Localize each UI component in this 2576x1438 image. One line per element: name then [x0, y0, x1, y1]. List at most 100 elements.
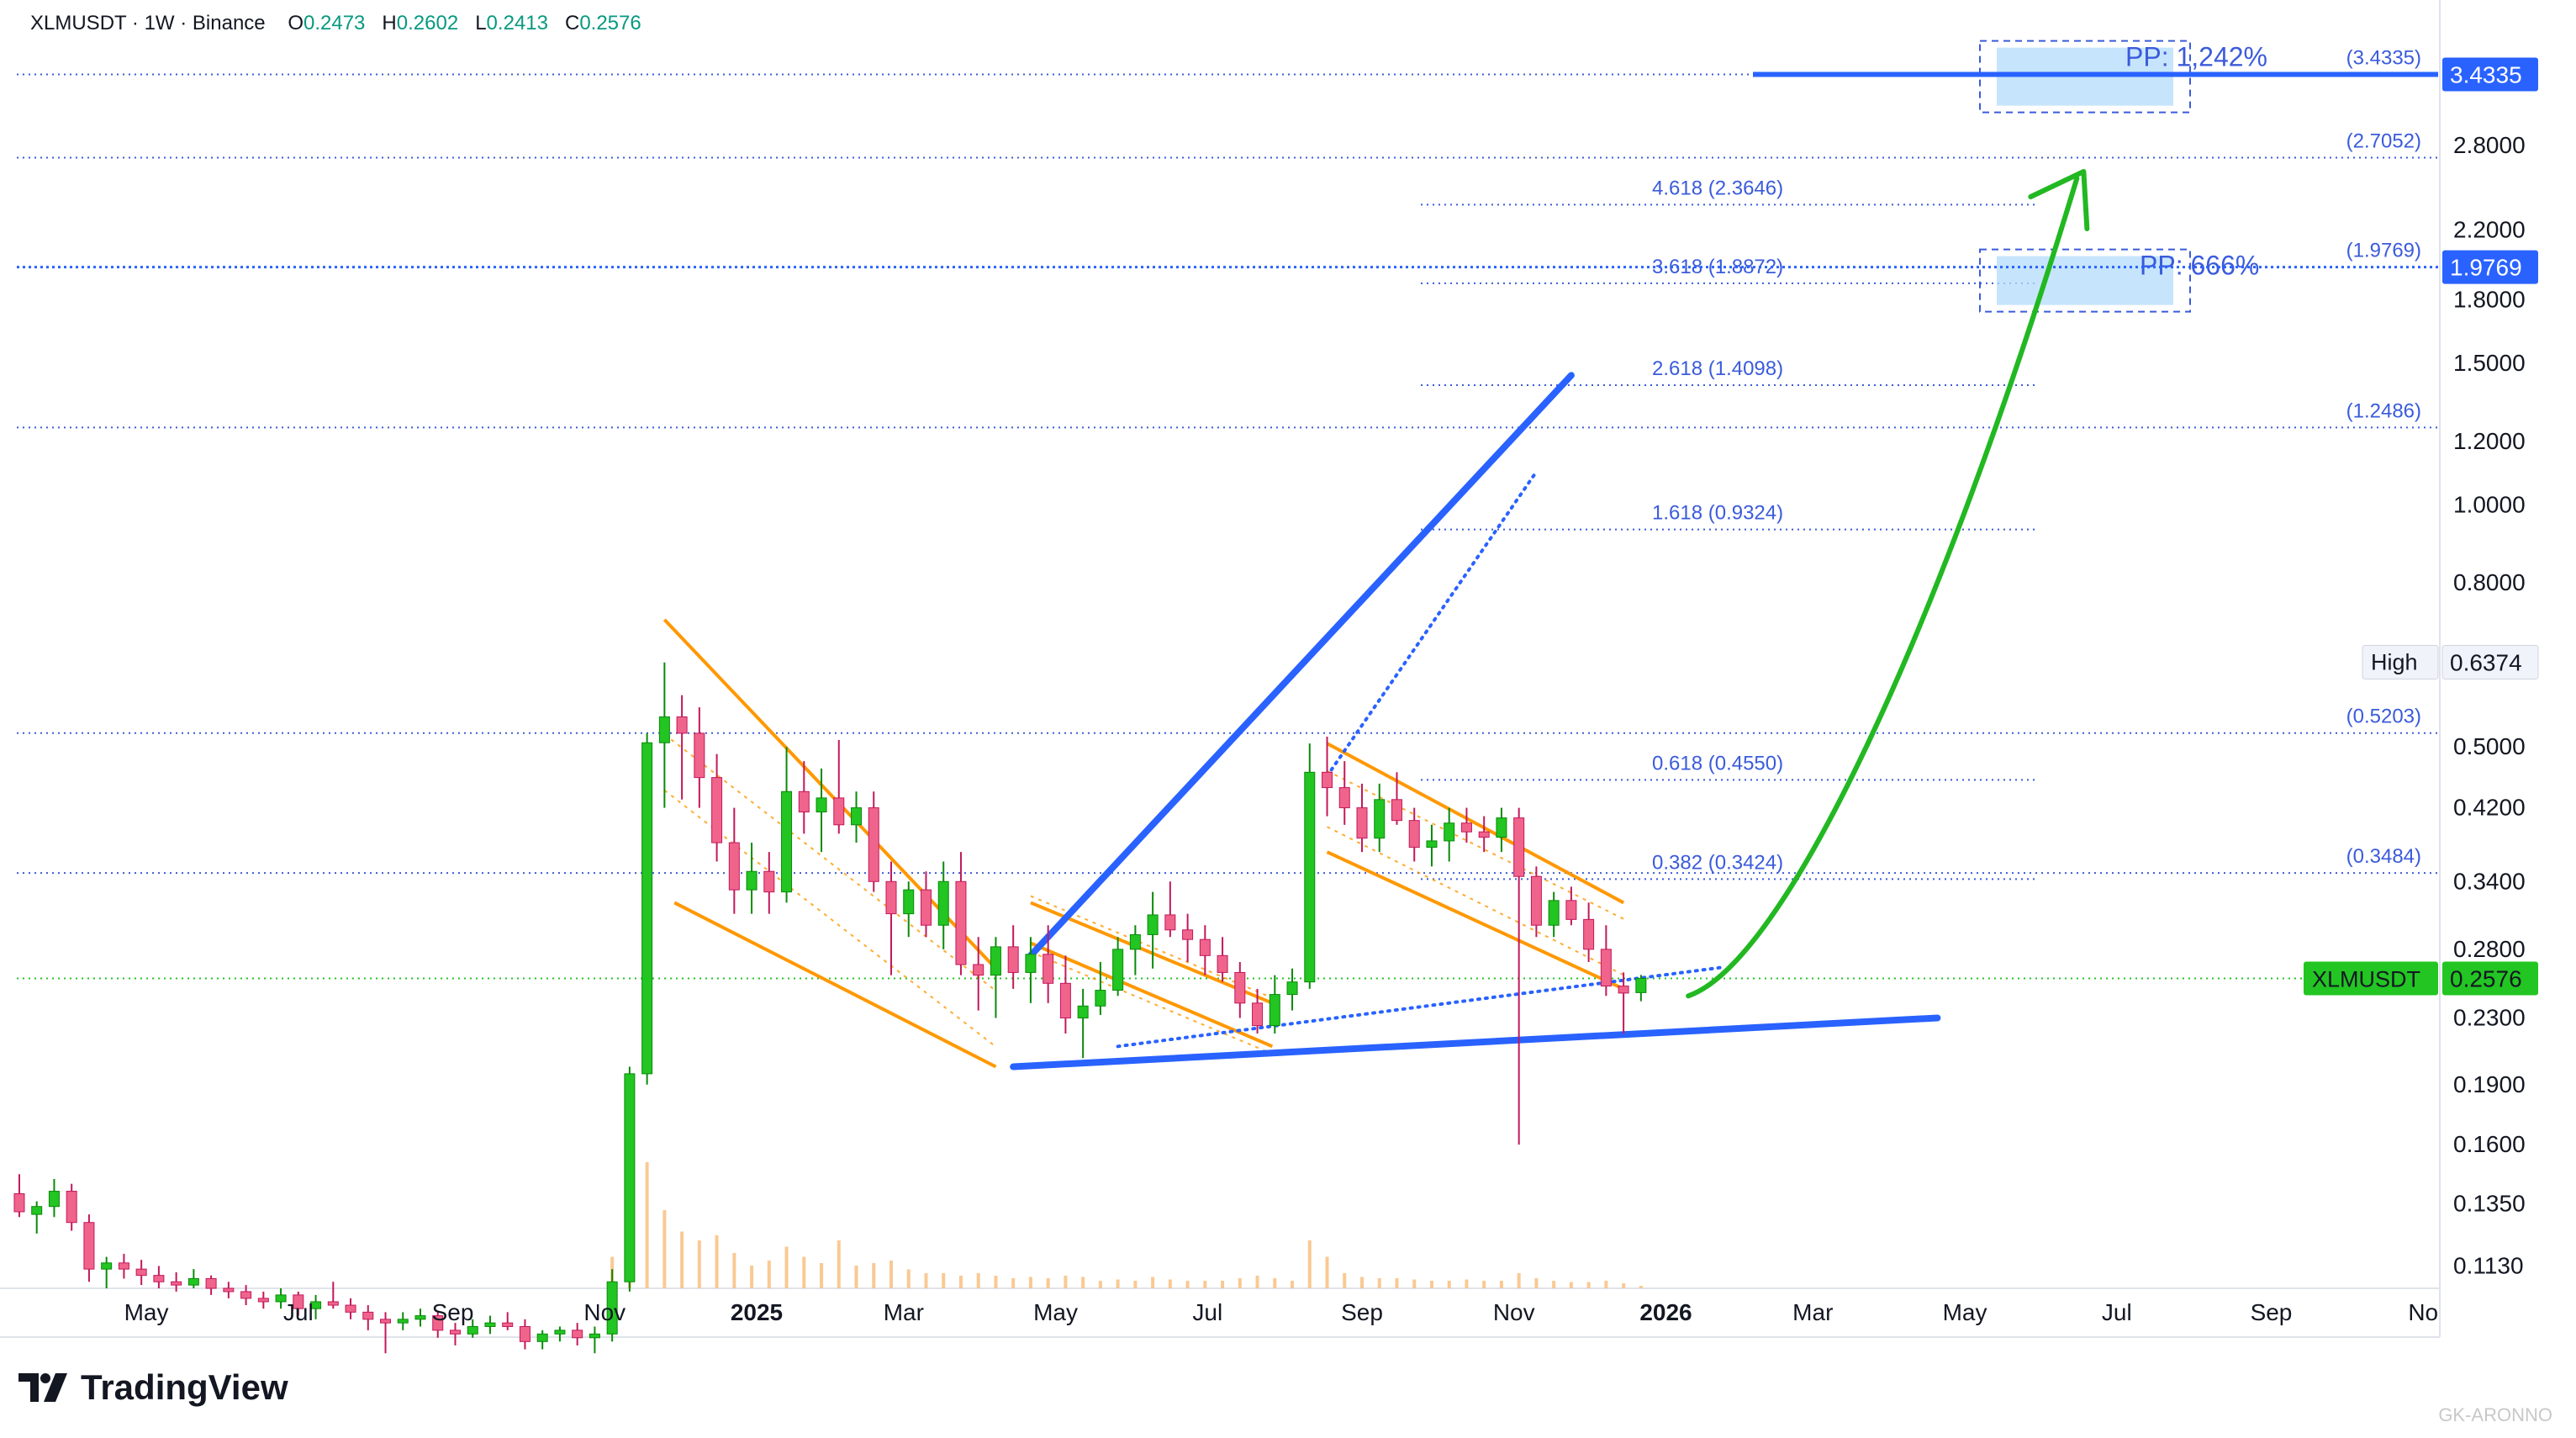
- open-value: 0.2473: [304, 12, 366, 34]
- low-value: 0.2413: [486, 12, 548, 34]
- x-tick-label: Mar: [884, 1299, 924, 1325]
- candle-body: [1077, 1005, 1089, 1018]
- candle-body: [1269, 994, 1280, 1027]
- candle-body: [1408, 820, 1420, 849]
- x-tick-label: 2025: [731, 1299, 783, 1325]
- x-tick-label: Jul: [2102, 1299, 2132, 1325]
- volume-bar: [958, 1276, 963, 1288]
- volume-bar: [889, 1261, 893, 1288]
- candle-body: [920, 889, 932, 926]
- candle-body: [1129, 933, 1141, 950]
- candle-body: [257, 1298, 269, 1303]
- volume-bar: [645, 1162, 649, 1288]
- volume-bar: [1238, 1278, 1242, 1288]
- y-tick-label: 0.1350: [2453, 1191, 2526, 1217]
- candle-body: [728, 842, 740, 891]
- volume-bar: [924, 1273, 928, 1288]
- candle-body: [223, 1287, 235, 1293]
- candle-body: [711, 777, 723, 843]
- high-tag-label-bg: [2362, 644, 2439, 679]
- target-label: PP: 1,242%: [2125, 42, 2267, 72]
- volume-bar: [750, 1266, 754, 1288]
- candle-body: [362, 1311, 374, 1320]
- candle-body: [1513, 817, 1525, 877]
- x-tick-label: 2026: [1639, 1299, 1692, 1325]
- candle-body: [1460, 822, 1472, 833]
- candle-body: [1478, 831, 1490, 838]
- x-tick-label: No: [2408, 1299, 2438, 1325]
- x-tick-label: Sep: [432, 1299, 474, 1325]
- price-level-label: (3.4335): [2346, 47, 2421, 70]
- volume-bar: [1291, 1281, 1295, 1288]
- candle-body: [171, 1281, 182, 1286]
- volume-bar: [1639, 1286, 1643, 1288]
- candle-body: [781, 790, 793, 893]
- axis-tag-bg: [2442, 57, 2538, 92]
- candle-body: [1548, 900, 1560, 926]
- candle-body: [101, 1262, 113, 1270]
- price-level-label: (0.5203): [2346, 706, 2421, 728]
- candle-body: [1304, 771, 1316, 983]
- volume-bar: [1011, 1278, 1016, 1288]
- x-tick-label: May: [1943, 1299, 1987, 1325]
- volume-bar: [820, 1263, 824, 1288]
- volume-bar: [872, 1263, 876, 1288]
- channel-lower-line: [1030, 941, 1274, 1049]
- candle-body: [205, 1277, 217, 1289]
- candle-body: [554, 1330, 566, 1335]
- candle-body: [937, 880, 949, 926]
- volume-bar: [784, 1246, 789, 1288]
- y-tick-label: 0.2300: [2453, 1004, 2526, 1030]
- candle-body: [955, 880, 967, 965]
- candle-body: [1112, 949, 1124, 991]
- y-tick-label: 1.2000: [2453, 428, 2526, 454]
- candle-body: [694, 732, 705, 779]
- candle-body: [484, 1322, 496, 1327]
- channel-inner-line: [1327, 826, 1624, 976]
- volume-bar: [767, 1261, 771, 1288]
- volume-bar: [1046, 1278, 1050, 1288]
- channel-upper-line: [1326, 742, 1625, 905]
- y-tick-label: 0.1600: [2453, 1131, 2526, 1157]
- volume-bar: [1534, 1278, 1539, 1288]
- volume-bar: [1151, 1277, 1155, 1288]
- target-box-frame: [1979, 248, 2191, 313]
- candle-body: [589, 1333, 600, 1339]
- candle-body: [658, 716, 670, 743]
- channel-upper-line: [1030, 901, 1274, 1005]
- volume-bar: [1255, 1276, 1259, 1288]
- volume-bar: [1499, 1281, 1503, 1288]
- y-tick-label: 2.2000: [2453, 216, 2526, 242]
- x-tick-label: Jul: [1192, 1299, 1222, 1325]
- projection-arrow-path: [1686, 176, 2080, 999]
- price-level-label: (1.9769): [2346, 240, 2421, 262]
- volume-bar: [732, 1253, 736, 1288]
- volume-bar: [837, 1240, 841, 1288]
- candle-body: [153, 1275, 165, 1282]
- candle-body: [449, 1330, 461, 1335]
- candle-body: [240, 1291, 252, 1299]
- candle-body: [1426, 840, 1438, 849]
- candle-body: [118, 1262, 129, 1270]
- candle-body: [641, 742, 653, 1075]
- candle-body: [1286, 981, 1298, 996]
- volume-bar: [942, 1273, 946, 1288]
- high-tag-bg: [2441, 644, 2539, 679]
- x-tick-label: Jul: [283, 1299, 314, 1325]
- candle-body: [345, 1304, 356, 1313]
- volume-bar: [662, 1210, 667, 1288]
- tradingview-mark-icon: [18, 1373, 67, 1402]
- channel-lower-line: [673, 901, 997, 1069]
- high-tag-label: High: [2371, 649, 2418, 674]
- tradingview-logo[interactable]: TradingView: [18, 1367, 288, 1408]
- candle-body: [1025, 954, 1037, 973]
- high-label: H: [382, 12, 397, 34]
- candle-body: [606, 1281, 618, 1335]
- y-tick-label: 0.2800: [2453, 936, 2526, 962]
- candle-body: [519, 1325, 531, 1342]
- volume-bar: [1168, 1279, 1172, 1288]
- volume-bar: [715, 1235, 719, 1288]
- volume-bar: [697, 1240, 701, 1288]
